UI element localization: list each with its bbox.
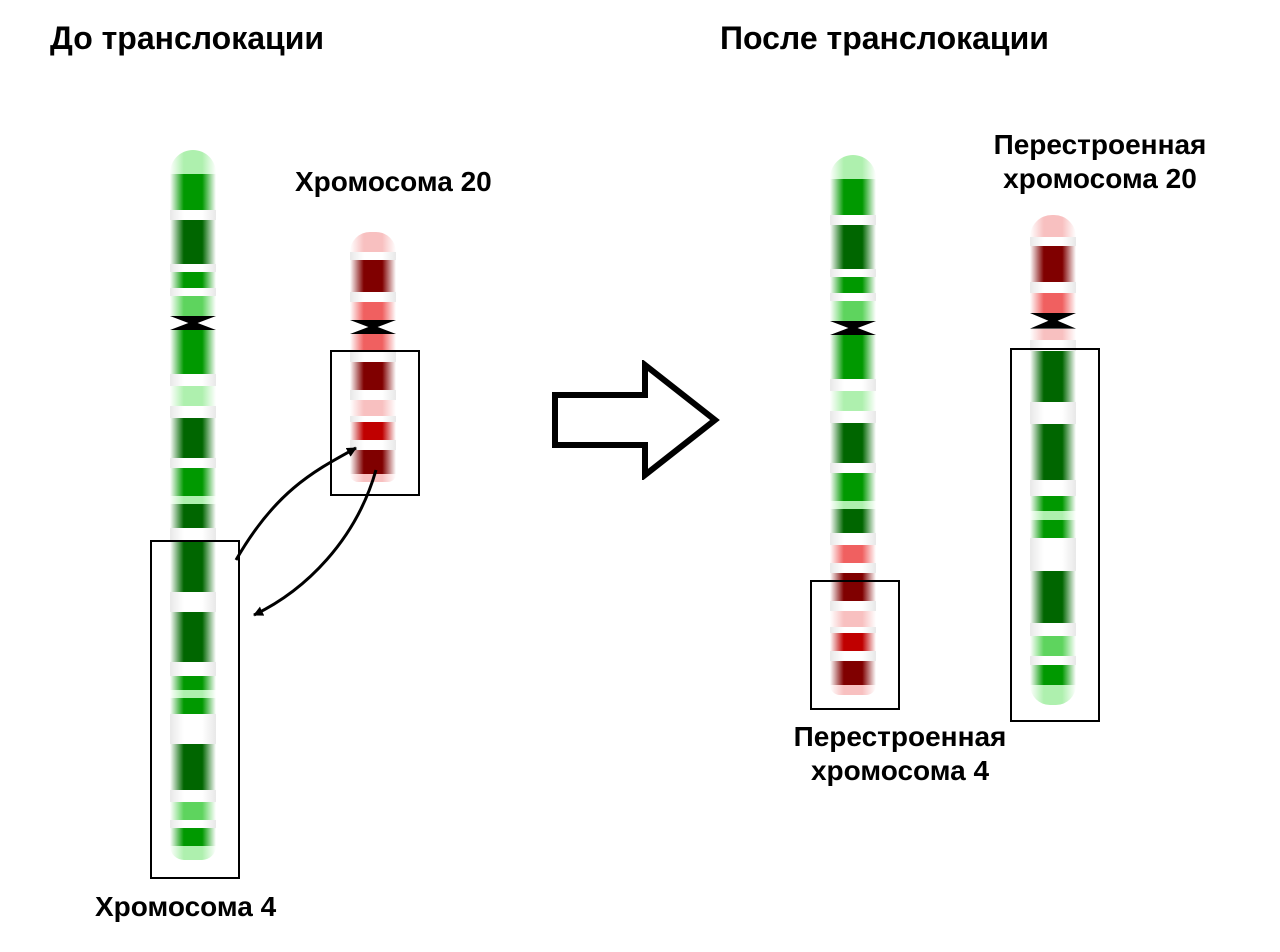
band	[1030, 246, 1076, 282]
band	[350, 292, 396, 302]
band	[170, 316, 216, 330]
highlight-box-chr4-after	[810, 580, 900, 710]
band	[830, 463, 876, 473]
band	[830, 335, 876, 379]
band	[1030, 282, 1076, 293]
band	[830, 179, 876, 215]
title-before: До транслокации	[50, 20, 324, 57]
band	[830, 509, 876, 533]
label-der20-line1: Перестроенная	[994, 129, 1207, 160]
band	[170, 330, 216, 374]
label-der20: Перестроенная хромосома 20	[970, 128, 1230, 195]
band	[170, 288, 216, 296]
band	[830, 215, 876, 225]
band	[170, 386, 216, 406]
highlight-box-chr20-after	[1010, 348, 1100, 722]
band	[1030, 237, 1076, 246]
label-der4: Перестроенная хромосома 4	[770, 720, 1030, 787]
band	[830, 277, 876, 293]
transition-arrow-icon	[550, 360, 720, 480]
band	[830, 563, 876, 573]
band	[830, 473, 876, 501]
band	[170, 496, 216, 504]
band	[830, 155, 876, 179]
band	[170, 374, 216, 386]
band	[830, 501, 876, 509]
label-der4-line2: хромосома 4	[811, 755, 989, 786]
band	[830, 411, 876, 423]
label-chr4: Хромосома 4	[95, 890, 276, 924]
band	[350, 252, 396, 260]
band	[1030, 329, 1076, 340]
band	[170, 418, 216, 458]
band	[170, 272, 216, 288]
band	[830, 301, 876, 321]
band	[170, 468, 216, 496]
band	[1030, 215, 1076, 237]
band	[350, 260, 396, 292]
band	[350, 302, 396, 320]
band	[830, 533, 876, 545]
title-after: После транслокации	[720, 20, 1049, 57]
band	[170, 504, 216, 528]
band	[170, 528, 216, 540]
label-der4-line1: Перестроенная	[794, 721, 1007, 752]
band	[170, 220, 216, 264]
label-chr20: Хромосома 20	[295, 165, 492, 199]
swap-arrow-icon	[216, 430, 416, 650]
band	[830, 321, 876, 335]
band	[170, 406, 216, 418]
band	[170, 150, 216, 174]
band	[350, 320, 396, 334]
band	[830, 379, 876, 391]
band	[830, 269, 876, 277]
band	[830, 545, 876, 563]
band	[350, 232, 396, 252]
band	[170, 210, 216, 220]
band	[170, 174, 216, 210]
band	[170, 264, 216, 272]
label-der20-line2: хромосома 20	[1003, 163, 1197, 194]
band	[830, 225, 876, 269]
band	[1030, 293, 1076, 313]
band	[830, 293, 876, 301]
band	[170, 296, 216, 316]
band	[1030, 313, 1076, 329]
band	[830, 423, 876, 463]
band	[170, 458, 216, 468]
band	[830, 391, 876, 411]
